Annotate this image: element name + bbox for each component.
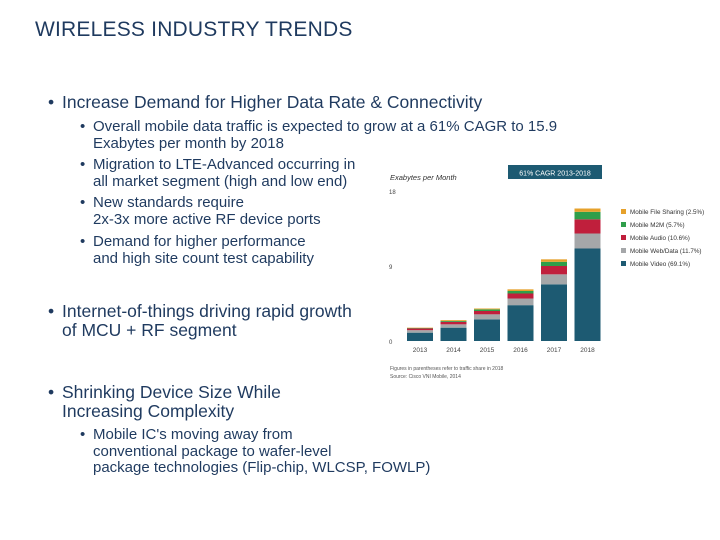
x-tick-label: 2018	[580, 347, 595, 354]
bar-segment-2015-3	[474, 309, 500, 311]
bullet-dot: •	[80, 233, 86, 250]
legend-swatch	[621, 248, 626, 253]
sub-bullet-line: New standards require	[93, 194, 244, 211]
bar-segment-2016-0	[507, 305, 534, 341]
chart-title: Exabytes per Month	[390, 173, 457, 182]
bullet-iot: • Internet-of-things driving rapid growt…	[48, 301, 352, 340]
sub-bullet-line: all market segment (high and low end)	[93, 172, 348, 190]
bar-segment-2017-3	[541, 261, 567, 266]
bar-segment-2017-4	[541, 259, 567, 262]
y-tick-label: 18	[389, 190, 396, 196]
y-tick-label: 9	[389, 265, 393, 271]
chart-banner-text: 61% CAGR 2013-2018	[519, 171, 591, 178]
sub-bullet-lte: • Migration to LTE-Advanced occurring in…	[80, 156, 356, 190]
traffic-chart: 61% CAGR 2013-2018 Exabytes per Month 0 9…	[384, 160, 720, 390]
legend-label: Mobile File Sharing (2.5%)	[630, 209, 704, 216]
bar-segment-2014-3	[440, 321, 467, 322]
legend-swatch	[621, 222, 626, 227]
bar-segment-2016-4	[507, 289, 534, 291]
sub-bullet-line: Demand for higher performance	[93, 233, 306, 250]
bar-segment-2013-2	[407, 328, 433, 331]
x-tick-label: 2017	[547, 347, 562, 354]
bar-segment-2014-2	[440, 321, 467, 325]
bar-segment-2018-4	[574, 208, 601, 212]
bullet-device-size: • Shrinking Device Size While Increasing…	[48, 382, 281, 421]
bar-segment-2015-1	[474, 314, 500, 320]
legend-label: Mobile Video (69.1%)	[630, 261, 690, 268]
legend-label: Mobile M2M (5.7%)	[630, 222, 685, 229]
bullet-dot: •	[48, 301, 55, 321]
chart-banner	[508, 165, 602, 179]
chart-x-ticks: 2013 2014 2015 2016 2017 2018	[413, 347, 595, 354]
x-tick-label: 2013	[413, 347, 428, 354]
x-tick-label: 2014	[446, 347, 461, 354]
sub-bullet-line: Overall mobile data traffic is expected …	[93, 118, 558, 135]
chart-legend: Mobile File Sharing (2.5%) Mobile M2M (5.…	[621, 209, 704, 268]
bullet-dot: •	[80, 426, 86, 443]
sub-bullet-line: 2x-3x more active RF device ports	[93, 210, 321, 228]
bullet-text: of MCU + RF segment	[62, 320, 237, 340]
bar-segment-2017-0	[541, 284, 567, 341]
x-tick-label: 2016	[513, 347, 528, 354]
bar-segment-2016-1	[507, 298, 534, 306]
bar-segment-2018-3	[574, 211, 601, 220]
bar-segment-2017-2	[541, 266, 567, 275]
bullet-dot: •	[80, 118, 86, 135]
bullet-dot: •	[48, 92, 55, 112]
bar-segment-2016-3	[507, 291, 534, 294]
bar-segment-2017-1	[541, 274, 567, 285]
chart-bars	[407, 208, 601, 341]
sub-bullet-line: package technologies (Flip-chip, WLCSP, …	[93, 459, 431, 476]
sub-bullet-standards: • New standards require 2x-3x more activ…	[80, 194, 321, 228]
bullet-dot: •	[80, 156, 86, 173]
bar-segment-2015-2	[474, 311, 500, 315]
chart-source: Source: Cisco VNI Mobile, 2014	[390, 374, 461, 380]
sub-bullet-line: conventional package to wafer-level	[93, 442, 332, 460]
bar-segment-2013-0	[407, 332, 433, 341]
bar-segment-2018-1	[574, 233, 601, 249]
bar-segment-2015-0	[474, 319, 500, 341]
legend-swatch	[621, 235, 626, 240]
bar-segment-2015-4	[474, 308, 500, 310]
sub-bullet-line: Mobile IC's moving away from	[93, 426, 293, 443]
bullet-text: Internet-of-things driving rapid growth	[62, 301, 352, 321]
bullet-dot: •	[48, 382, 55, 402]
chart-y-ticks: 0 9 18	[389, 190, 396, 346]
chart-caption: Figures in parentheses refer to traffic …	[390, 366, 504, 372]
legend-label: Mobile Audio (10.6%)	[630, 235, 690, 242]
bar-segment-2014-0	[440, 327, 467, 341]
bullet-text: Increase Demand for Higher Data Rate & C…	[62, 92, 483, 112]
sub-bullet-line: Exabytes per month by 2018	[93, 134, 284, 152]
legend-swatch	[621, 261, 626, 266]
bar-segment-2016-2	[507, 293, 534, 299]
sub-bullet-packaging: • Mobile IC's moving away from conventio…	[80, 426, 431, 477]
bar-segment-2018-0	[574, 248, 601, 341]
slide-title: WIRELESS INDUSTRY TRENDS	[35, 18, 353, 41]
y-tick-label: 0	[389, 340, 393, 346]
bar-segment-2013-1	[407, 330, 433, 333]
sub-bullet-performance: • Demand for higher performance and high…	[80, 233, 314, 267]
x-tick-label: 2015	[480, 347, 495, 354]
bullet-text: Increasing Complexity	[62, 401, 235, 421]
bar-segment-2014-1	[440, 324, 467, 328]
sub-bullet-traffic: • Overall mobile data traffic is expecte…	[80, 118, 558, 152]
sub-bullet-line: Migration to LTE-Advanced occurring in	[93, 156, 356, 173]
bar-segment-2018-2	[574, 219, 601, 234]
bullet-text: Shrinking Device Size While	[62, 382, 281, 402]
sub-bullet-line: and high site count test capability	[93, 249, 314, 267]
bar-segment-2014-4	[440, 320, 467, 321]
legend-swatch	[621, 209, 626, 214]
bullet-data-rate: • Increase Demand for Higher Data Rate &…	[48, 92, 483, 112]
legend-label: Mobile Web/Data (11.7%)	[630, 248, 702, 255]
bullet-dot: •	[80, 194, 86, 211]
